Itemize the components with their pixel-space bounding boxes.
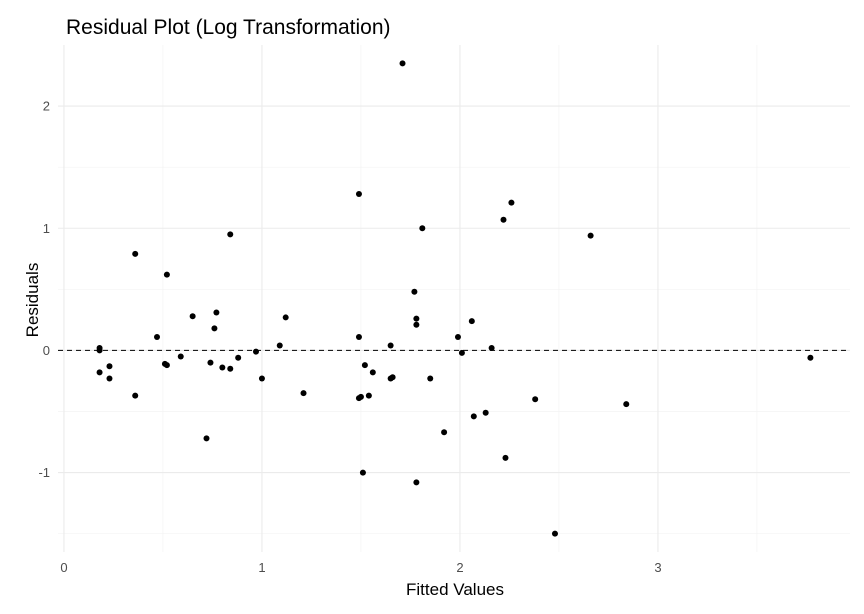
data-points <box>96 60 814 537</box>
data-point <box>163 362 170 369</box>
y-tick-label: 0 <box>43 343 50 358</box>
data-point <box>207 359 214 366</box>
data-point <box>177 353 184 360</box>
data-point <box>355 333 362 340</box>
data-point <box>587 232 594 239</box>
x-tick-label: 0 <box>60 560 67 575</box>
data-point <box>441 429 448 436</box>
chart-title: Residual Plot (Log Transformation) <box>66 16 391 39</box>
data-point <box>413 315 420 322</box>
x-axis-ticks: 0 1 2 3 <box>60 560 661 575</box>
y-axis-title: Residuals <box>23 263 42 338</box>
y-tick-label: -1 <box>38 465 50 480</box>
data-point <box>253 348 259 355</box>
data-point <box>276 342 283 349</box>
data-point <box>807 354 814 361</box>
data-point <box>454 333 461 340</box>
data-point <box>106 375 113 382</box>
data-point <box>413 321 420 328</box>
y-tick-label: 1 <box>43 221 50 236</box>
data-point <box>163 271 170 278</box>
data-point <box>132 392 139 399</box>
x-axis-title: Fitted Values <box>406 580 504 599</box>
data-point <box>458 349 465 356</box>
data-point <box>300 390 307 397</box>
y-axis-ticks: -1 0 1 2 <box>38 99 50 481</box>
data-point <box>369 369 376 376</box>
data-point <box>355 191 362 198</box>
data-point <box>482 409 489 416</box>
data-point <box>470 413 477 420</box>
data-point <box>219 364 226 371</box>
data-point <box>96 369 103 376</box>
data-point <box>411 288 418 295</box>
data-point <box>500 216 507 223</box>
data-point <box>227 231 234 238</box>
data-point <box>413 479 420 486</box>
x-tick-label: 2 <box>456 560 463 575</box>
data-point <box>211 325 218 332</box>
x-tick-label: 1 <box>258 560 265 575</box>
data-point <box>227 365 234 372</box>
data-point <box>389 374 396 381</box>
data-point <box>427 375 434 382</box>
data-point <box>387 342 394 349</box>
data-point <box>419 225 426 232</box>
data-point <box>132 250 139 257</box>
data-point <box>365 392 372 399</box>
data-point <box>106 363 113 370</box>
data-point <box>551 530 558 537</box>
data-point <box>213 309 220 316</box>
data-point <box>235 354 242 361</box>
data-point <box>258 375 265 382</box>
data-point <box>399 60 406 67</box>
y-tick-label: 2 <box>43 99 50 114</box>
data-point <box>282 314 289 321</box>
data-point <box>623 401 630 408</box>
data-point <box>96 347 103 354</box>
x-tick-label: 3 <box>654 560 661 575</box>
data-point <box>532 396 539 403</box>
data-point <box>357 393 364 400</box>
data-point <box>361 362 368 369</box>
data-point <box>508 199 515 206</box>
data-point <box>154 333 160 340</box>
data-point <box>359 469 366 476</box>
data-point <box>203 435 210 442</box>
data-point <box>488 344 495 351</box>
data-point <box>189 313 196 320</box>
data-point <box>502 454 509 461</box>
data-point <box>468 318 475 325</box>
